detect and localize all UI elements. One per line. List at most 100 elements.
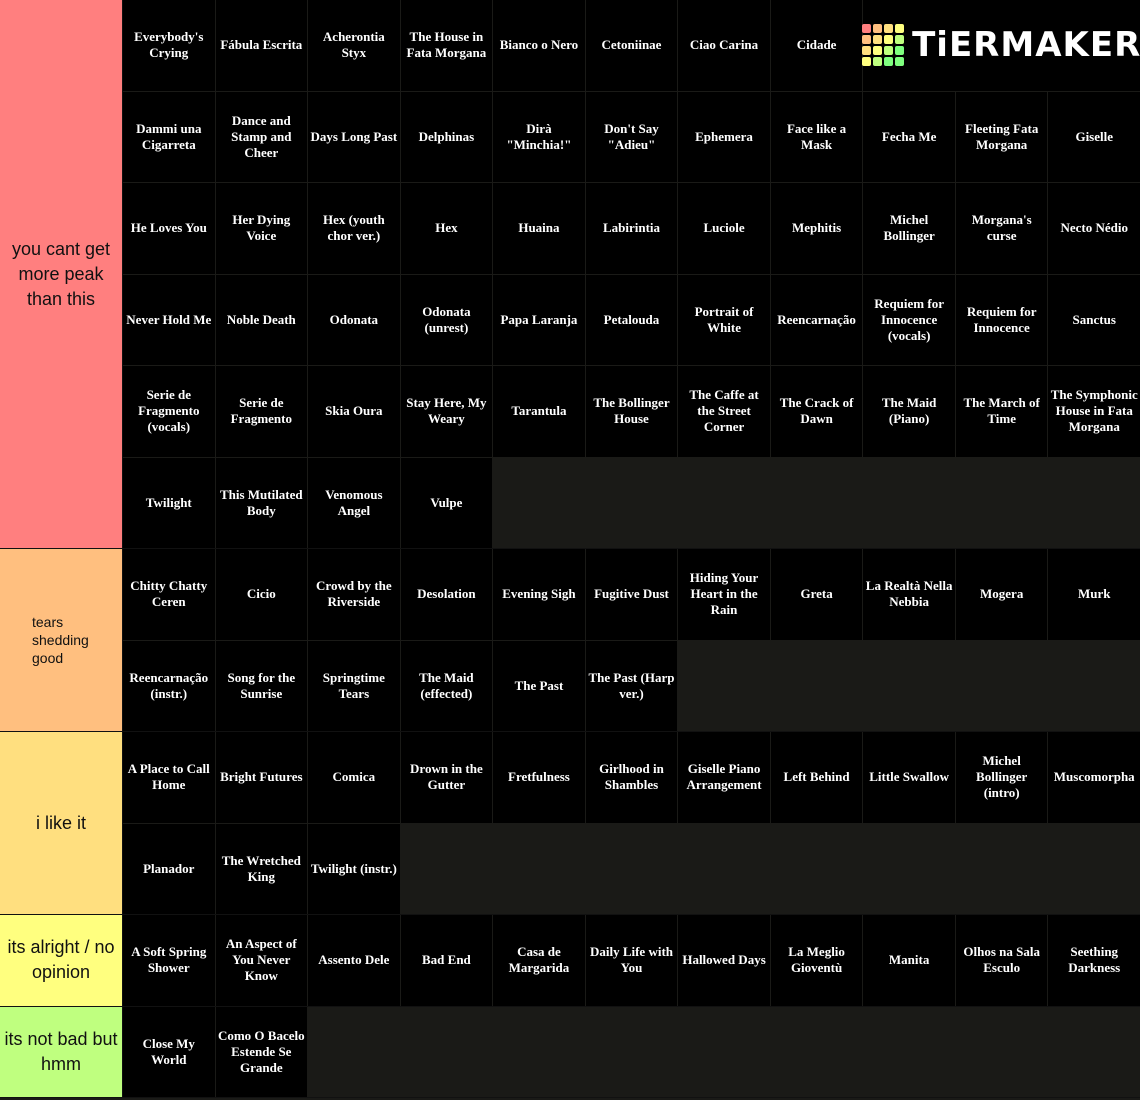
tier-row: its alright / no opinion A Soft Spring Sh… <box>0 915 1140 1007</box>
tier-item: The Symphonic House in Fata Morgana <box>1048 366 1140 457</box>
tier-item: Twilight <box>123 457 215 548</box>
tier-items: TiERMAKER Everybody's Crying Fábula Escrit… <box>123 0 1140 548</box>
tier-item: Labirintia <box>585 183 678 274</box>
tier-item: Hex (youth chor ver.) <box>308 183 400 274</box>
tier-item: Bright Futures <box>215 732 308 823</box>
tier-item: Tarantula <box>493 366 585 457</box>
tier-item: Face like a Mask <box>770 91 863 182</box>
tier-item: Acherontia Styx <box>308 0 400 91</box>
tier-item: Left Behind <box>770 732 863 823</box>
tier-item: Morgana's curse <box>955 183 1048 274</box>
tier-item: The March of Time <box>955 366 1048 457</box>
tier-row: its not bad but hmm Close My World Como O … <box>0 1006 1140 1098</box>
tier-item: Michel Bollinger (intro) <box>955 732 1048 823</box>
tier-item: Ciao Carina <box>678 0 770 91</box>
tier-item: Requiem for Innocence <box>955 274 1048 365</box>
tier-item: Papa Laranja <box>493 274 585 365</box>
tier-item: Skia Oura <box>308 366 400 457</box>
tier-item: Huaina <box>493 183 585 274</box>
tier-item: Assento Dele <box>308 915 400 1006</box>
tier-item: Dance and Stamp and Cheer <box>215 91 308 182</box>
tier-item: Fretfulness <box>493 732 585 823</box>
tier-item: Fugitive Dust <box>585 549 678 640</box>
logo-square <box>862 46 872 56</box>
tier-item: The Wretched King <box>215 823 308 914</box>
tier-item: He Loves You <box>123 183 215 274</box>
tier-item: Little Swallow <box>863 732 955 823</box>
tier-item: Necto Nédio <box>1048 183 1140 274</box>
tier-item: Hallowed Days <box>678 915 770 1006</box>
tier-item: Portrait of White <box>678 274 770 365</box>
tier-item: Odonata <box>308 274 400 365</box>
tier-item: Odonata (unrest) <box>400 274 493 365</box>
tier-item: Drown in the Gutter <box>400 732 493 823</box>
tier-item: Song for the Sunrise <box>215 640 308 731</box>
logo-square <box>873 57 883 67</box>
tier-item: Bianco o Nero <box>493 0 585 91</box>
tier-item: This Mutilated Body <box>215 457 308 548</box>
tier-item: Serie de Fragmento <box>215 366 308 457</box>
logo-text: TiERMAKER <box>912 25 1140 66</box>
logo-square <box>862 35 872 45</box>
tier-item: Dirà "Minchia!" <box>493 91 585 182</box>
tier-label: tears shedding good <box>0 549 123 731</box>
tier-item: A Soft Spring Shower <box>123 915 215 1006</box>
tier-item: Bad End <box>400 915 493 1006</box>
tier-item: Mephitis <box>770 183 863 274</box>
tier-label: you cant get more peak than this <box>0 0 123 548</box>
tier-items: Close My World Como O Bacelo Estende Se G… <box>123 1006 1140 1097</box>
tier-item: Sanctus <box>1048 274 1140 365</box>
tier-label: i like it <box>0 732 123 914</box>
tier-item: The Caffe at the Street Corner <box>678 366 770 457</box>
tier-item: Luciole <box>678 183 770 274</box>
tier-item: Manita <box>863 915 955 1006</box>
tier-item: Her Dying Voice <box>215 183 308 274</box>
tier-item: The House in Fata Morgana <box>400 0 493 91</box>
tier-item: Casa de Margarida <box>493 915 585 1006</box>
tier-item: Greta <box>770 549 863 640</box>
tier-item: Delphinas <box>400 91 493 182</box>
tier-item: La Realtà Nella Nebbia <box>863 549 955 640</box>
tier-item: Fábula Escrita <box>215 0 308 91</box>
tier-items: A Soft Spring Shower An Aspect of You Nev… <box>123 915 1140 1006</box>
tier-item: Dammi una Cigarreta <box>123 91 215 182</box>
tier-item: Reencarnação <box>770 274 863 365</box>
tier-item: Planador <box>123 823 215 914</box>
tier-item: Murk <box>1048 549 1140 640</box>
tier-item: Hiding Your Heart in the Rain <box>678 549 770 640</box>
logo-square <box>895 35 905 45</box>
tier-row: tears shedding good Chitty Chatty Ceren Ci… <box>0 549 1140 732</box>
tier-item: Noble Death <box>215 274 308 365</box>
tier-item: Venomous Angel <box>308 457 400 548</box>
tier-item: Como O Bacelo Estende Se Grande <box>215 1006 308 1097</box>
tier-item: Twilight (instr.) <box>308 823 400 914</box>
tier-item: Fecha Me <box>863 91 955 182</box>
logo-icon <box>862 24 905 67</box>
tier-item: Cetoniinae <box>585 0 678 91</box>
tier-item: Michel Bollinger <box>863 183 955 274</box>
tier-items: Chitty Chatty Ceren Cicio Crowd by the Riv… <box>123 549 1140 731</box>
logo-square <box>873 24 883 34</box>
logo: TiERMAKER <box>862 0 1140 91</box>
tier-item: Don't Say "Adieu" <box>585 91 678 182</box>
logo-square <box>895 57 905 67</box>
tier-item: Everybody's Crying <box>123 0 215 91</box>
logo-square <box>873 35 883 45</box>
tier-row: i like it A Place to Call Home Bright Futu… <box>0 732 1140 915</box>
tier-item: Days Long Past <box>308 91 400 182</box>
logo-square <box>862 57 872 67</box>
tier-item: Hex <box>400 183 493 274</box>
tier-item: Fleeting Fata Morgana <box>955 91 1048 182</box>
tier-item: Comica <box>308 732 400 823</box>
tier-item: Giselle <box>1048 91 1140 182</box>
tier-label: its alright / no opinion <box>0 915 123 1006</box>
tier-item: The Maid (effected) <box>400 640 493 731</box>
tier-item: Desolation <box>400 549 493 640</box>
tier-item: Stay Here, My Weary <box>400 366 493 457</box>
tier-item: Mogera <box>955 549 1048 640</box>
tier-item: Olhos na Sala Esculo <box>955 915 1048 1006</box>
tier-item: The Maid (Piano) <box>863 366 955 457</box>
